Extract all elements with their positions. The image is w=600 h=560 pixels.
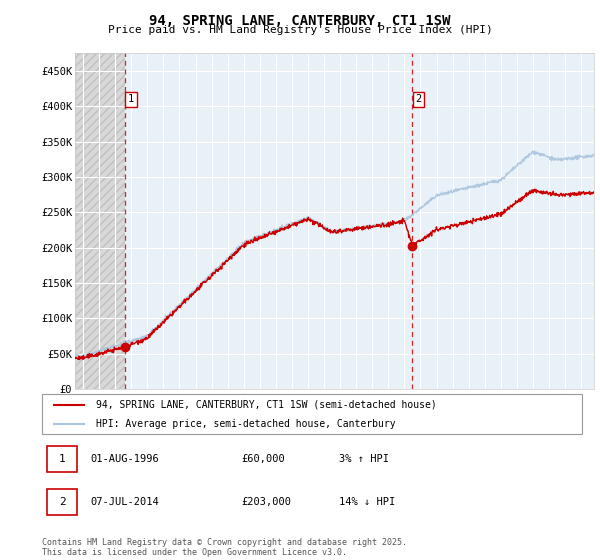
Text: 1: 1	[59, 454, 65, 464]
FancyBboxPatch shape	[47, 489, 77, 515]
Text: 94, SPRING LANE, CANTERBURY, CT1 1SW: 94, SPRING LANE, CANTERBURY, CT1 1SW	[149, 14, 451, 28]
Text: 2: 2	[416, 94, 422, 104]
Bar	[125, 53, 594, 389]
Text: Price paid vs. HM Land Registry's House Price Index (HPI): Price paid vs. HM Land Registry's House …	[107, 25, 493, 35]
FancyBboxPatch shape	[42, 394, 582, 434]
Text: 3% ↑ HPI: 3% ↑ HPI	[339, 454, 389, 464]
Text: 2: 2	[59, 497, 65, 507]
Text: 14% ↓ HPI: 14% ↓ HPI	[339, 497, 395, 507]
FancyBboxPatch shape	[47, 446, 77, 472]
Bar	[75, 53, 125, 389]
Text: Contains HM Land Registry data © Crown copyright and database right 2025.
This d: Contains HM Land Registry data © Crown c…	[42, 538, 407, 557]
Bar	[75, 53, 125, 389]
Text: £60,000: £60,000	[242, 454, 286, 464]
Text: £203,000: £203,000	[242, 497, 292, 507]
Text: 07-JUL-2014: 07-JUL-2014	[91, 497, 160, 507]
Text: HPI: Average price, semi-detached house, Canterbury: HPI: Average price, semi-detached house,…	[96, 419, 395, 429]
Text: 01-AUG-1996: 01-AUG-1996	[91, 454, 160, 464]
Text: 1: 1	[128, 94, 134, 104]
Text: 94, SPRING LANE, CANTERBURY, CT1 1SW (semi-detached house): 94, SPRING LANE, CANTERBURY, CT1 1SW (se…	[96, 400, 437, 410]
